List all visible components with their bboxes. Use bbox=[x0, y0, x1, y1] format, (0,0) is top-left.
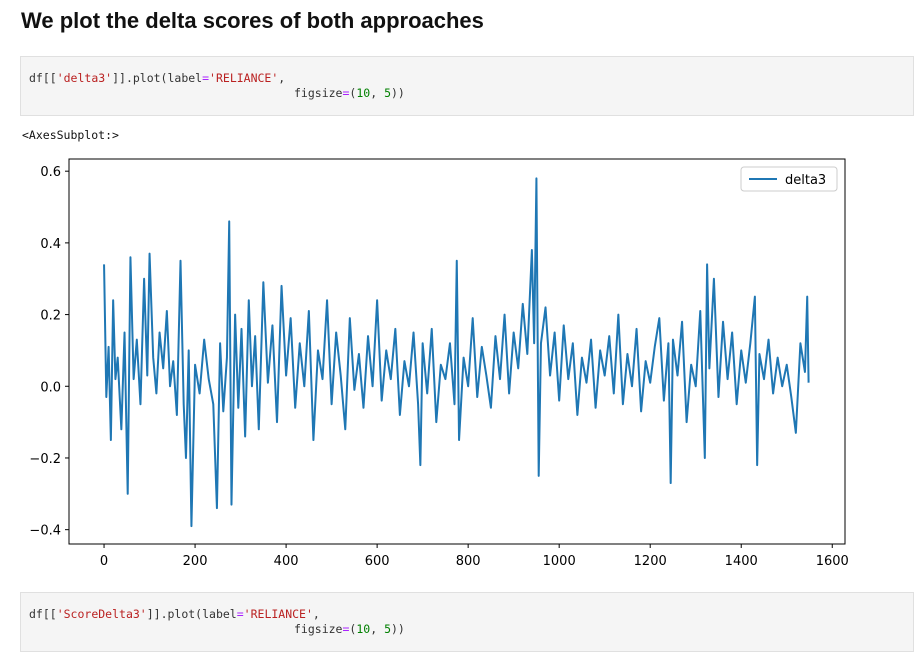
code-token: , bbox=[370, 622, 385, 636]
line-series bbox=[103, 177, 810, 528]
code-token: 'delta3' bbox=[56, 71, 113, 85]
legend-label: delta3 bbox=[785, 173, 826, 188]
code-token: figsize bbox=[294, 86, 343, 100]
y-tick-label: 0.6 bbox=[40, 165, 61, 180]
y-tick-label: 0.2 bbox=[40, 309, 61, 324]
code-token: = bbox=[342, 622, 350, 636]
y-tick-label: −0.2 bbox=[29, 452, 61, 467]
x-tick-label: 1600 bbox=[816, 554, 849, 569]
axes-frame bbox=[68, 158, 846, 545]
x-tick-label: 0 bbox=[100, 554, 108, 569]
code-cell[interactable]: df[['delta3']].plot(label='RELIANCE', fig… bbox=[20, 56, 914, 116]
y-tick-label: 0.0 bbox=[40, 380, 61, 395]
x-tick-label: 1200 bbox=[634, 554, 667, 569]
x-tick-label: 1000 bbox=[543, 554, 576, 569]
code-line: figsize=(10, 5)) bbox=[29, 86, 913, 101]
code-line: df[['ScoreDelta3']].plot(label='RELIANCE… bbox=[29, 607, 913, 622]
chart: −0.4 −0.2 0.0 0.2 0.4 0.6 0 200 400 600 800 1000 120… bbox=[29, 158, 849, 569]
code-token: = bbox=[342, 86, 350, 100]
legend-box bbox=[740, 166, 838, 192]
code-token: ]].plot(label bbox=[146, 607, 237, 621]
heading: We plot the delta scores of both approac… bbox=[21, 8, 484, 33]
code-token: 'RELIANCE' bbox=[243, 607, 313, 621]
x-tick-label: 800 bbox=[456, 554, 481, 569]
code-token: 10 bbox=[356, 86, 371, 100]
code-token: 10 bbox=[356, 622, 371, 636]
y-tick-label: 0.4 bbox=[40, 237, 61, 252]
code-token: 5 bbox=[384, 622, 391, 636]
code-token: 5 bbox=[384, 86, 391, 100]
code-token: , bbox=[370, 86, 385, 100]
code-token: figsize bbox=[294, 622, 343, 636]
code-line: df[['delta3']].plot(label='RELIANCE', bbox=[29, 71, 913, 86]
code-token: , bbox=[278, 71, 286, 85]
code-token: )) bbox=[391, 622, 405, 636]
code-line: figsize=(10, 5)) bbox=[29, 622, 913, 637]
output-text: <AxesSubplot:> bbox=[22, 128, 119, 142]
code-token: = bbox=[202, 71, 210, 85]
code-token: ]].plot(label bbox=[112, 71, 203, 85]
x-tick-label: 400 bbox=[274, 554, 299, 569]
code-token: df[[ bbox=[29, 71, 57, 85]
code-token: ( bbox=[349, 622, 357, 636]
code-token: ( bbox=[349, 86, 357, 100]
code-cell[interactable]: df[['ScoreDelta3']].plot(label='RELIANCE… bbox=[20, 592, 914, 652]
code-token: 'RELIANCE' bbox=[209, 71, 279, 85]
x-tick-label: 1400 bbox=[725, 554, 758, 569]
code-token: = bbox=[236, 607, 244, 621]
x-tick-label: 600 bbox=[365, 554, 390, 569]
code-token: , bbox=[312, 607, 320, 621]
x-tick-label: 200 bbox=[183, 554, 208, 569]
y-tick-label: −0.4 bbox=[29, 524, 61, 539]
code-token: df[[ bbox=[29, 607, 57, 621]
code-token: )) bbox=[391, 86, 405, 100]
code-token: 'ScoreDelta3' bbox=[56, 607, 147, 621]
